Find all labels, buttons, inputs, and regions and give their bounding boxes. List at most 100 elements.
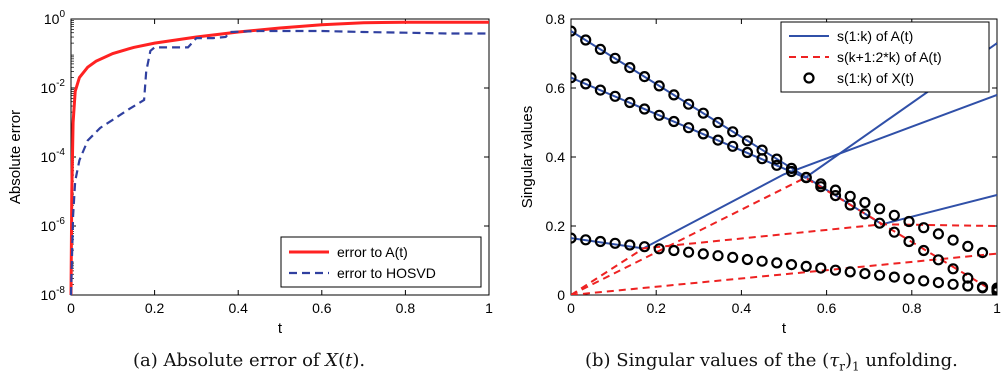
marker-x-3 (697, 248, 709, 260)
legend-label: s(1:k) of X(t) (837, 70, 914, 86)
legend-swatch (803, 72, 815, 84)
x-tick-label: 0.2 (646, 300, 666, 316)
marker-x-3 (712, 250, 724, 262)
marker-x-3 (638, 241, 651, 253)
marker-x-3 (815, 262, 827, 274)
marker-x-3 (594, 235, 607, 248)
y-tick-label: 0.6 (546, 80, 566, 96)
marker-x-3 (991, 284, 997, 295)
series-line-error-to-hosvd (69, 29, 489, 296)
legend-label: error to A(t) (337, 244, 408, 260)
marker-x-1 (697, 107, 709, 119)
x-tick-label: 0.8 (902, 300, 922, 316)
caption-right: (b) Singular values of the (τr)1 unfoldi… (585, 350, 958, 374)
marker-x-1 (829, 190, 842, 202)
marker-x-1 (873, 217, 886, 229)
y-axis-label: Singular values (519, 106, 536, 209)
marker-x-1 (653, 80, 665, 92)
marker-x-2 (903, 215, 915, 228)
marker-x-2 (844, 190, 856, 202)
marker-x-1 (594, 43, 607, 56)
marker-x-2 (918, 222, 930, 234)
x-axis-label: t (278, 320, 283, 337)
marker-x-1 (888, 226, 900, 238)
x-tick-label: 0 (567, 300, 575, 316)
marker-x-1 (609, 52, 621, 64)
marker-x-1 (727, 126, 739, 138)
marker-x-3 (785, 259, 798, 271)
y-tick-label: 10-2 (41, 78, 66, 96)
x-tick-label: 0.4 (228, 300, 248, 316)
marker-x-3 (903, 273, 915, 285)
marker-x-1 (580, 34, 592, 46)
y-tick-label: 0.2 (546, 218, 566, 234)
x-tick-label: 0 (67, 300, 75, 316)
marker-x-1 (859, 208, 871, 220)
marker-x-1 (771, 153, 783, 165)
marker-x-2 (638, 103, 651, 115)
marker-x-2 (682, 122, 695, 134)
marker-x-2 (727, 140, 739, 152)
x-tick-label: 0.8 (396, 300, 416, 316)
marker-x-2 (815, 178, 827, 190)
marker-x-2 (571, 72, 577, 84)
marker-x-3 (800, 260, 812, 272)
marker-x-2 (580, 78, 592, 90)
marker-x-3 (873, 269, 886, 281)
marker-x-2 (712, 134, 724, 146)
caption-left: (a) Absolute error of X(t). (133, 350, 366, 371)
x-tick-label: 0.6 (312, 300, 332, 316)
y-tick-label: 10-4 (41, 147, 66, 165)
marker-x-3 (918, 275, 930, 287)
marker-x-3 (682, 246, 695, 258)
y-axis-label: Absolute error (7, 110, 24, 204)
marker-x-2 (771, 159, 783, 171)
marker-x-3 (624, 239, 636, 251)
series-line-a-top-k-3 (571, 93, 997, 250)
legend: error to A(t) error to HOSVD (280, 236, 482, 288)
marker-x-2 (594, 84, 607, 96)
marker-x-2 (653, 109, 665, 121)
y-tick-label: 10-8 (41, 285, 66, 303)
legend-box (280, 236, 482, 288)
marker-x-1 (712, 116, 724, 129)
marker-x-2 (829, 184, 842, 196)
x-tick-label: 1 (993, 300, 1001, 316)
marker-x-1 (947, 263, 959, 275)
marker-x-2 (668, 115, 680, 128)
marker-x-3 (829, 264, 842, 276)
marker-x-3 (947, 278, 959, 290)
chart-b: 0 0.2 0.4 0.6 0.8 1 0 0.2 0.4 0.6 0.8 t Singular val… (519, 11, 1001, 337)
marker-x-2 (947, 234, 959, 246)
marker-x-1 (682, 98, 695, 110)
chart-a: 0 0.2 0.4 0.6 0.8 1 10-8 10-6 10-4 10-2 100 t Absolu… (7, 9, 493, 337)
marker-x-2 (785, 165, 798, 178)
marker-x-3 (653, 243, 665, 255)
marker-x-3 (962, 280, 974, 292)
x-tick-label: 0.6 (817, 300, 837, 316)
marker-x-2 (932, 228, 945, 240)
marker-x-1 (918, 244, 930, 257)
marker-x-3 (727, 251, 739, 263)
x-tick-label: 0.4 (732, 300, 752, 316)
marker-x-1 (741, 135, 754, 147)
marker-x-2 (697, 128, 709, 140)
y-tick-label: 0.8 (546, 11, 566, 27)
marker-x-2 (859, 196, 871, 209)
marker-x-1 (932, 254, 945, 266)
marker-x-3 (668, 244, 680, 257)
marker-x-3 (756, 255, 768, 267)
marker-x-1 (962, 272, 974, 284)
x-tick-label: 0.2 (145, 300, 165, 316)
marker-x-3 (888, 271, 900, 283)
marker-x-2 (873, 203, 886, 215)
marker-x-1 (638, 70, 651, 83)
marker-x-2 (624, 96, 636, 109)
marker-x-1 (571, 25, 577, 37)
y-tick-label: 10-6 (41, 216, 66, 234)
marker-x-3 (571, 232, 577, 244)
x-axis-label: t (782, 320, 787, 337)
marker-x-2 (976, 247, 989, 259)
y-tick-label: 0 (557, 287, 565, 303)
x-tick-label: 1 (485, 300, 493, 316)
